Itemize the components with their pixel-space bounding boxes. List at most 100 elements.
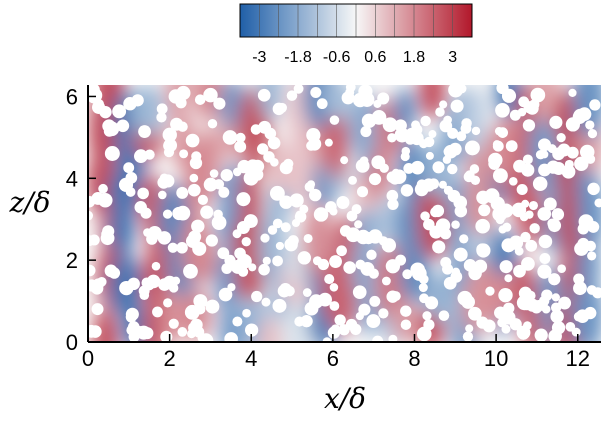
particle <box>329 301 340 311</box>
particle <box>294 210 307 223</box>
particle <box>152 306 163 318</box>
x-axis-label: x/δ <box>324 382 366 415</box>
particle <box>525 101 539 115</box>
particle <box>443 144 458 159</box>
particle <box>557 264 566 274</box>
particle <box>541 289 553 301</box>
particle <box>277 284 291 298</box>
particle <box>100 231 115 246</box>
particle <box>485 286 495 296</box>
particle <box>158 278 171 291</box>
particle <box>88 210 93 221</box>
particle <box>175 97 187 109</box>
particle <box>355 259 366 270</box>
particle <box>351 204 362 215</box>
particle <box>275 241 285 251</box>
colorbar-tick-label: -0.6 <box>323 49 351 66</box>
particle <box>410 160 425 175</box>
particle <box>571 327 581 337</box>
particle <box>368 172 382 186</box>
particle <box>423 319 435 331</box>
particle <box>498 288 513 303</box>
particle <box>377 92 390 105</box>
particle <box>293 85 304 94</box>
particle <box>339 225 352 237</box>
particle <box>205 299 220 314</box>
particle <box>512 204 522 214</box>
particle <box>299 204 309 214</box>
colorbar-tick-label: 3 <box>448 49 457 66</box>
particle <box>134 201 147 214</box>
particle <box>402 269 413 280</box>
particle <box>418 283 428 293</box>
particle <box>551 208 565 221</box>
particle <box>484 188 500 204</box>
particle <box>411 266 427 281</box>
particle <box>352 285 367 299</box>
particle <box>438 310 450 321</box>
particle <box>205 234 218 247</box>
x-tick-label: 10 <box>484 346 508 371</box>
particle <box>217 247 230 260</box>
particle <box>557 143 571 157</box>
colorbar-tick-label: -1.8 <box>284 49 312 66</box>
particle <box>514 246 524 256</box>
particle <box>261 297 271 307</box>
particle <box>257 143 269 155</box>
particle <box>469 164 480 174</box>
x-tick-label: 12 <box>565 346 589 371</box>
particle <box>548 273 561 286</box>
particle <box>88 85 100 98</box>
particle <box>168 318 179 329</box>
particle <box>378 308 389 319</box>
particle <box>548 329 562 342</box>
particle <box>447 127 459 139</box>
particle <box>451 220 460 229</box>
particle <box>197 194 208 205</box>
particle <box>310 86 322 99</box>
particle <box>306 140 317 151</box>
particle <box>585 120 595 130</box>
particle <box>191 219 205 233</box>
particle <box>473 259 488 273</box>
particle <box>495 102 510 118</box>
particle <box>345 85 356 93</box>
particle <box>508 176 518 186</box>
particle <box>170 117 184 131</box>
particle <box>272 255 283 267</box>
particle <box>162 209 173 219</box>
particle <box>505 140 518 152</box>
field-patch <box>258 316 282 342</box>
particle <box>91 191 105 205</box>
particle <box>203 87 218 103</box>
particle <box>222 130 238 145</box>
particle <box>432 240 446 254</box>
particle <box>322 337 332 342</box>
particle <box>478 204 491 217</box>
particle <box>450 270 463 283</box>
particle <box>277 102 287 113</box>
particle <box>279 161 293 175</box>
particle <box>263 151 275 163</box>
x-tick-label: 4 <box>245 346 257 371</box>
particle <box>440 257 452 268</box>
particle <box>269 185 285 201</box>
particle <box>297 251 312 265</box>
particle <box>420 115 431 127</box>
particle <box>194 94 206 105</box>
particle <box>573 273 585 285</box>
particle <box>236 192 251 207</box>
particle <box>471 126 481 136</box>
particle <box>279 195 293 209</box>
particle <box>189 173 199 183</box>
particle <box>539 253 551 264</box>
particle <box>389 172 401 185</box>
particle <box>385 259 401 274</box>
particle <box>476 317 486 327</box>
x-tick-label: 0 <box>82 346 94 371</box>
particle <box>525 239 538 252</box>
y-axis-ticks: 0 2 4 6 <box>66 84 96 355</box>
particle <box>461 118 472 129</box>
x-tick-label: 8 <box>408 346 420 371</box>
particle <box>381 276 391 286</box>
